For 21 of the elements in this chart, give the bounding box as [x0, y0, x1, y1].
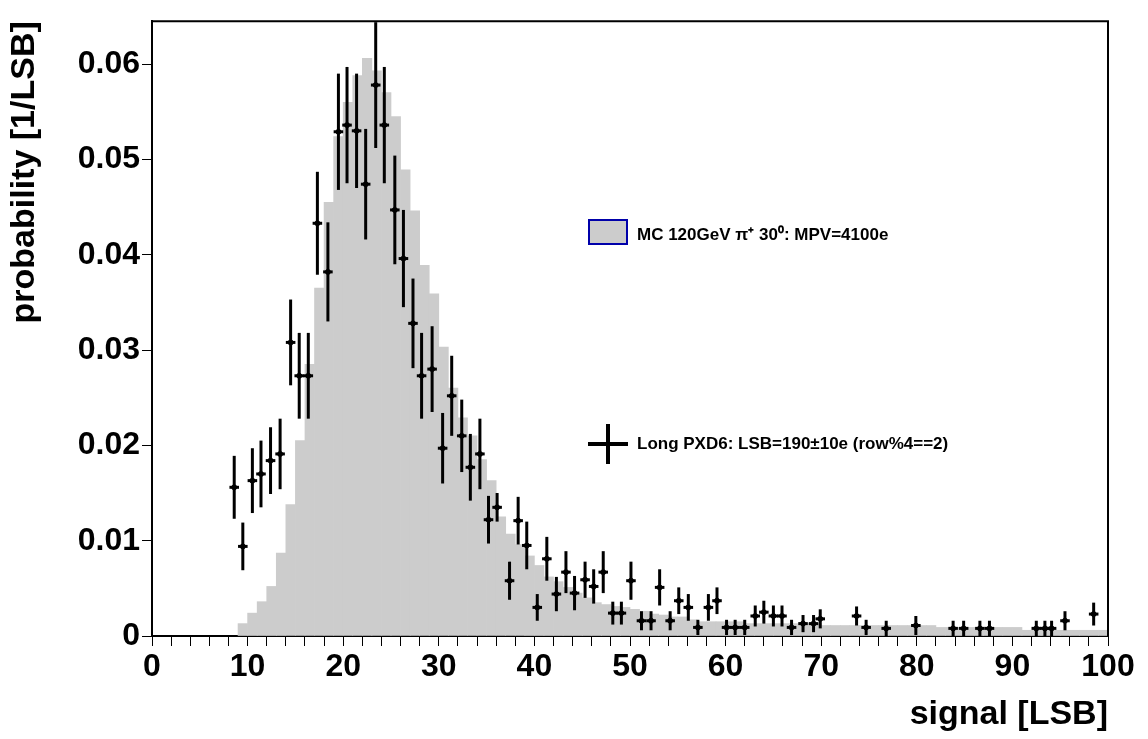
y-tick-label: 0.03 — [77, 329, 140, 366]
x-tick-label: 60 — [707, 647, 744, 684]
y-tick-label: 0.06 — [77, 43, 140, 80]
legend-label: Long PXD6: LSB=190±10e (row%4==2) — [637, 434, 949, 454]
x-tick-label: 90 — [994, 647, 1031, 684]
legend-label: MC 120GeV π⁺ 30⁰: MPV=4100e — [637, 224, 889, 245]
x-axis-title: signal [LSB] — [909, 692, 1108, 731]
x-tick-label: 30 — [421, 647, 457, 684]
y-axis-title: probability [1/LSB] — [2, 21, 41, 324]
y-tick-label: 0.04 — [77, 234, 141, 271]
y-tick-label: 0 — [122, 615, 140, 652]
x-tick-label: 20 — [325, 647, 361, 684]
x-tick-label: 70 — [803, 647, 839, 684]
x-tick-label: 40 — [516, 647, 553, 684]
y-tick-label: 0.01 — [77, 520, 140, 557]
x-tick-label: 10 — [229, 647, 266, 684]
y-tick-label: 0.02 — [77, 425, 140, 462]
y-tick-label: 0.05 — [77, 139, 140, 176]
x-tick-label: 80 — [899, 647, 935, 684]
x-tick-label: 50 — [612, 647, 648, 684]
x-tick-label: 100 — [1081, 647, 1135, 684]
